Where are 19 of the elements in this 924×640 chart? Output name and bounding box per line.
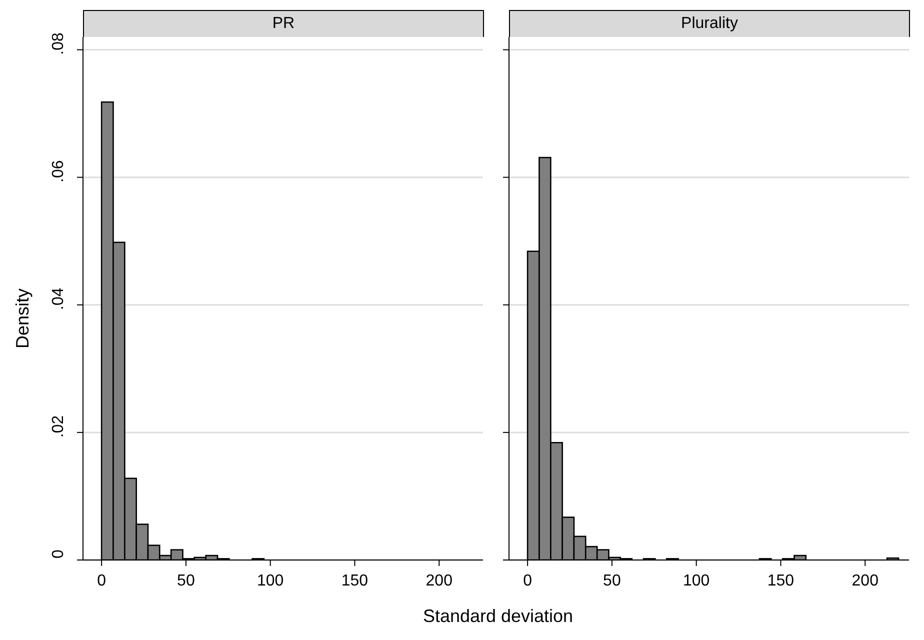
x-tick-label: 50 — [177, 572, 195, 590]
x-tick-label: 200 — [426, 572, 453, 590]
y-tick-label: .08 — [50, 32, 67, 55]
x-tick-label: 150 — [341, 572, 368, 590]
y-tick-label: 0 — [50, 549, 67, 558]
y-tick-label: .02 — [50, 415, 67, 438]
x-tick-label: 50 — [603, 572, 621, 590]
x-axis-title: Standard deviation — [422, 606, 574, 627]
x-tick-label: 0 — [523, 572, 532, 590]
x-tick-label: 200 — [852, 572, 879, 590]
chart-title: PR — [83, 10, 484, 37]
x-tick-label: 0 — [97, 572, 106, 590]
chart-title: Plurality — [509, 10, 910, 37]
x-tick-label: 150 — [767, 572, 794, 590]
x-tick-label: 100 — [256, 572, 284, 590]
y-tick-label: .04 — [50, 288, 67, 310]
x-tick-label: 100 — [682, 572, 710, 590]
y-axis-title: Density — [12, 287, 34, 351]
y-tick-label: .06 — [50, 160, 67, 182]
